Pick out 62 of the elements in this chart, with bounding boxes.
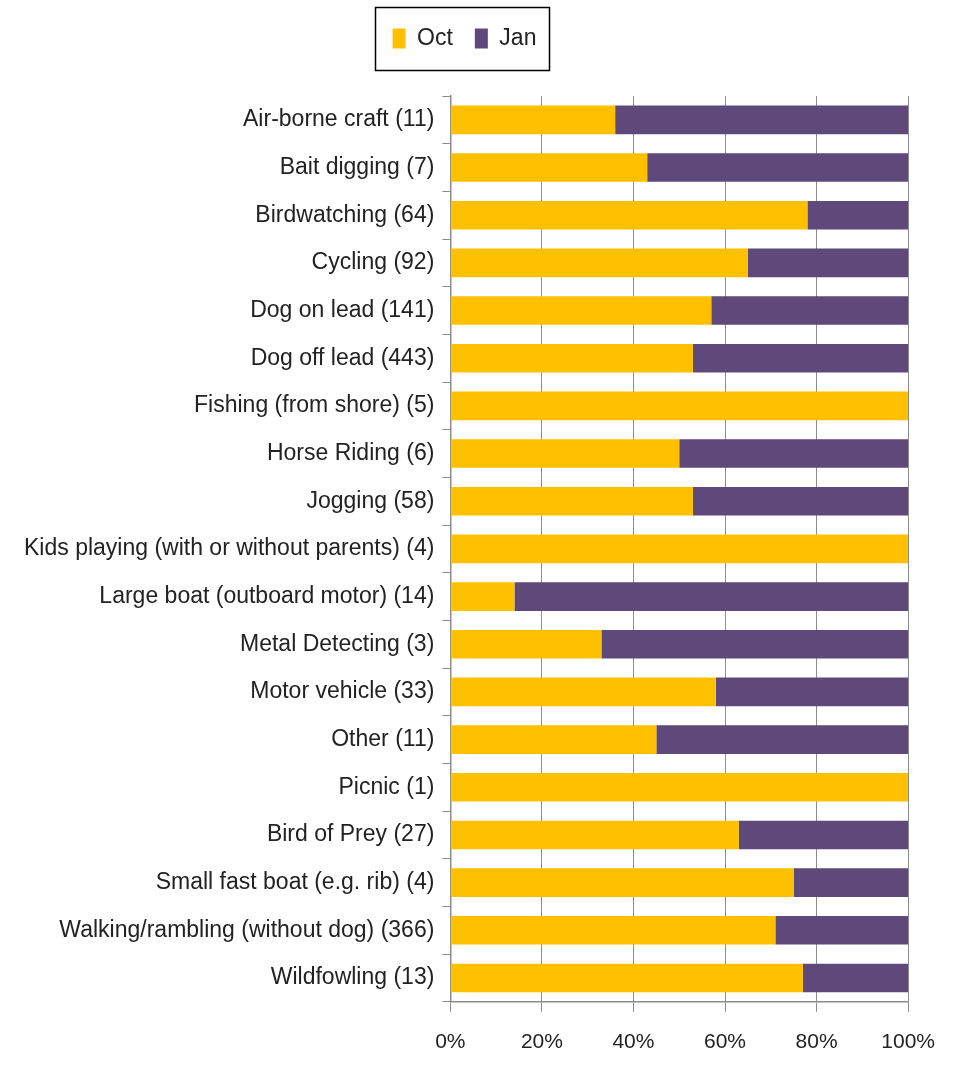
y-tick-label: Fishing (from shore) (5)	[194, 391, 435, 418]
bar	[450, 153, 648, 182]
bar	[450, 391, 909, 421]
bar	[450, 582, 515, 611]
bar	[692, 486, 909, 516]
bar	[738, 820, 909, 850]
bar	[450, 725, 657, 754]
x-tick-label: 40%	[612, 1029, 655, 1053]
bar	[450, 296, 712, 325]
bar	[450, 772, 909, 802]
bar	[450, 439, 680, 468]
bar	[514, 582, 909, 611]
y-tick-label: Horse Riding (6)	[266, 438, 435, 465]
y-tick-label: Walking/rambling (without dog) (366)	[59, 915, 435, 942]
bar	[807, 200, 909, 230]
legend-label: Jan	[499, 23, 537, 50]
bar	[450, 629, 602, 659]
y-tick-label: Small fast boat (e.g. rib) (4)	[155, 867, 435, 894]
bar	[450, 963, 803, 993]
x-tick-label: 20%	[520, 1029, 563, 1053]
bar	[715, 677, 909, 707]
bar	[656, 725, 909, 754]
x-tick-label: 80%	[795, 1029, 838, 1053]
y-tick-label: Jogging (58)	[306, 486, 435, 513]
x-tick-label: 60%	[704, 1029, 747, 1053]
bar	[450, 868, 794, 897]
y-tick-label: Other (11)	[331, 724, 435, 751]
bar	[450, 105, 616, 135]
y-tick-label: Metal Detecting (3)	[240, 629, 435, 656]
bar	[679, 439, 909, 468]
bar	[450, 677, 716, 707]
bar	[450, 486, 693, 516]
bar	[450, 534, 909, 564]
y-tick-label: Large boat (outboard motor) (14)	[99, 581, 435, 608]
y-tick-label: Wildfowling (13)	[270, 963, 435, 990]
y-tick-label: Kids playing (with or without parents) (4)	[24, 534, 435, 561]
bar	[802, 963, 909, 993]
bar	[450, 248, 748, 278]
bar	[711, 296, 909, 325]
bar	[793, 868, 909, 897]
y-tick-label: Dog on lead (141)	[250, 295, 435, 322]
x-tick-label: 100%	[881, 1029, 935, 1053]
bar	[450, 343, 693, 373]
bar	[615, 105, 909, 135]
y-tick-label: Bird of Prey (27)	[266, 820, 435, 847]
bar	[647, 153, 909, 182]
bar	[747, 248, 909, 278]
y-tick-label: Bait digging (7)	[279, 152, 435, 179]
bar	[775, 915, 909, 945]
legend-label: Oct	[417, 23, 454, 50]
y-tick-label: Birdwatching (64)	[255, 200, 435, 227]
y-tick-label: Air-borne craft (11)	[243, 105, 435, 132]
x-tick-label: 0%	[435, 1029, 466, 1053]
bar	[450, 915, 776, 945]
bar	[601, 629, 909, 659]
y-tick-label: Picnic (1)	[338, 772, 435, 799]
bar	[450, 200, 808, 230]
bar	[450, 820, 739, 850]
bar	[692, 343, 909, 373]
y-tick-label: Cycling (92)	[311, 248, 435, 275]
y-tick-label: Motor vehicle (33)	[250, 677, 435, 704]
y-tick-label: Dog off lead (443)	[250, 343, 435, 370]
